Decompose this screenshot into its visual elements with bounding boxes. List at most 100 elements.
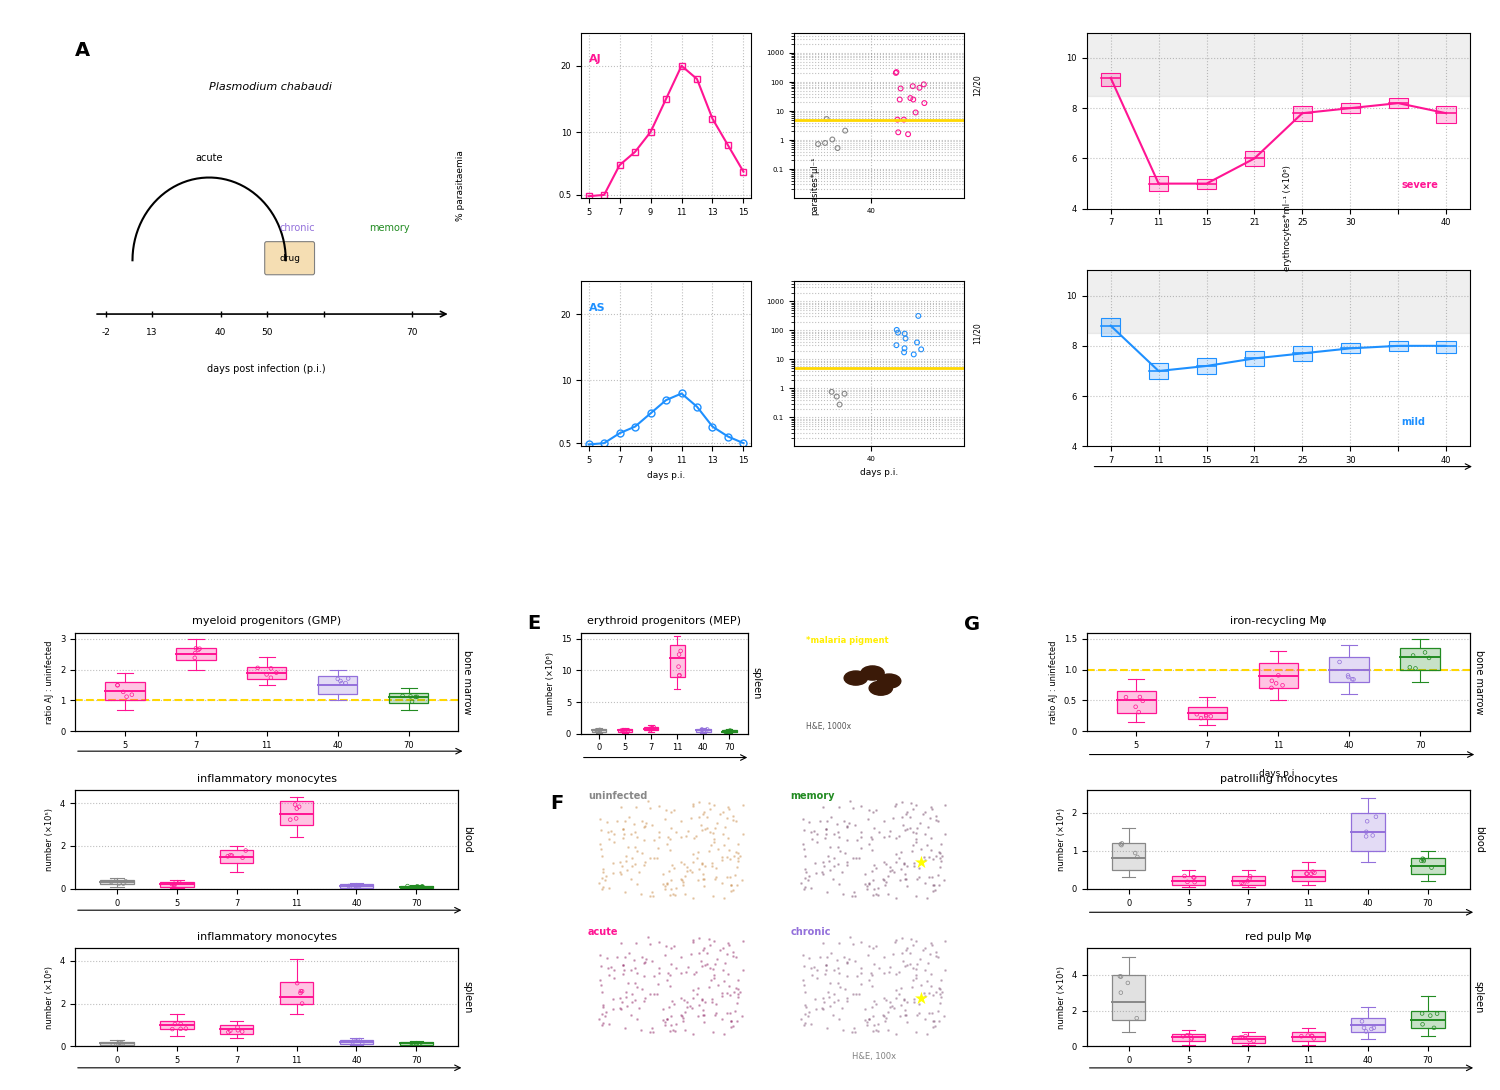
Point [904,334,928,351]
Bar [339,884,374,887]
Point [1328,653,1352,670]
Point [789,874,813,892]
Text: days p.i.: days p.i. [1260,770,1298,778]
Point [804,855,828,872]
Point [915,819,939,836]
Point [612,825,636,843]
Point [714,724,738,741]
Point [164,1016,188,1033]
Point [668,667,692,685]
Point [722,943,746,960]
Point [822,961,846,979]
Point [711,803,735,821]
Bar [1412,1010,1444,1029]
Point [651,1001,675,1018]
Point [690,865,714,883]
Point [645,850,669,868]
Point [620,984,644,1002]
Point [837,950,861,968]
Point [1230,874,1254,892]
Point [833,385,856,402]
Point [892,325,916,342]
Point [680,1000,703,1017]
Point [822,994,846,1012]
Point [698,978,721,995]
Text: acute: acute [588,926,618,936]
Point [792,1005,816,1022]
Point [597,824,621,841]
Point [106,1034,130,1052]
Point [674,868,698,885]
Point [921,850,945,868]
Point [722,983,746,1001]
Point [904,956,928,973]
Point [1354,1022,1378,1040]
Point [892,865,916,883]
Point [690,720,714,738]
Point [690,855,714,872]
Point [830,863,854,881]
Text: Plasmodium chabaudi: Plasmodium chabaudi [209,83,332,93]
Point [862,956,886,973]
Point [702,820,726,837]
Point [1233,1028,1257,1045]
Point [924,812,948,829]
Point [856,835,880,852]
Point [920,868,944,885]
Point [646,828,670,846]
Point [892,855,916,872]
Point [658,978,682,995]
Point [904,960,928,978]
Point [879,958,903,976]
Point [859,862,883,880]
Point [796,813,820,831]
Point [1296,1027,1320,1044]
Point [639,1019,663,1037]
Point [718,876,742,894]
Point [692,942,715,959]
Point [105,677,129,694]
Point [610,820,634,837]
Point [861,938,885,956]
Point [658,1007,682,1025]
Point [632,832,656,849]
Point [722,881,746,898]
Point [726,849,750,867]
Point [896,956,920,973]
Point [160,1020,184,1038]
Point [690,856,714,873]
Point [840,985,864,1003]
Point [692,723,715,740]
Point [792,1016,816,1033]
Point [864,995,888,1013]
Bar [1149,363,1168,378]
Point [892,992,916,1009]
Point [705,949,729,967]
Point [804,991,828,1008]
Point [806,969,830,986]
Point [658,841,682,859]
Point [630,845,654,862]
Point [828,965,852,982]
Point [717,868,741,885]
Point [681,795,705,812]
Point [716,810,740,827]
Point [880,946,904,964]
Text: ★: ★ [914,853,928,872]
Point [114,688,138,705]
Point [924,808,948,825]
Point [654,875,678,893]
Bar [1258,664,1299,688]
Point [639,722,663,739]
Point [106,1034,130,1052]
Point [1131,692,1155,710]
Point [816,852,840,870]
Point [654,937,678,955]
Point [842,883,866,900]
Point [1401,646,1425,664]
Point [260,659,284,677]
Text: severe: severe [1401,180,1438,190]
Point [610,965,634,982]
Point [591,998,615,1016]
Point [669,990,693,1007]
